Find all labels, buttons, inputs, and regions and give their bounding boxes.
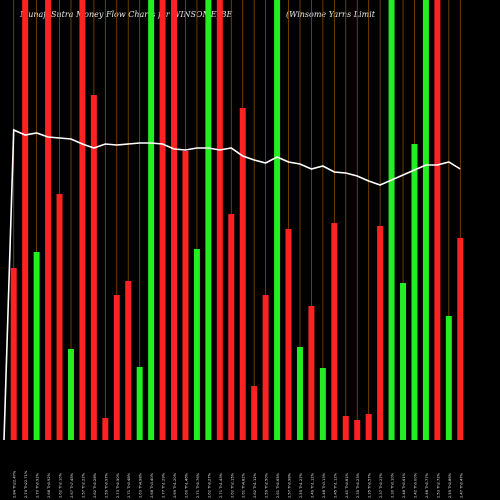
x-tick-label: 2.61 Th4.82% (242, 472, 246, 498)
money-flow-bar (354, 420, 361, 440)
money-flow-bar (205, 0, 212, 440)
money-flow-bar (228, 214, 235, 440)
money-flow-bar (400, 283, 407, 440)
x-tick-label: 2.55 Th1.27% (299, 472, 303, 498)
money-flow-bar (45, 0, 52, 440)
money-flow-bar (171, 0, 178, 440)
x-tick-label: 2.73 Th0.50% (116, 472, 120, 498)
x-tick-label: 2.59 Th2.50% (265, 472, 269, 498)
money-flow-bar (216, 0, 223, 440)
money-flow-bar (79, 0, 86, 440)
x-tick-label: 2.59 Th0.97% (104, 472, 108, 498)
x-tick-label: 2.71 Th0.76% (196, 472, 200, 498)
money-flow-bar (296, 347, 303, 440)
x-tick-label: 2.60 Th1.46% (184, 472, 188, 498)
money-flow-bar (422, 0, 429, 440)
money-flow-bar (308, 306, 315, 440)
x-tick-label: 2.46 Th3.13% (322, 472, 326, 498)
money-flow-bar (182, 151, 189, 440)
money-flow-bar (102, 418, 109, 440)
money-flow-bar (125, 281, 132, 440)
money-flow-bar (342, 416, 349, 440)
x-tick-label: 2.67 Th7.45% (70, 472, 74, 498)
money-flow-bar (90, 95, 97, 440)
money-flow-bar (319, 368, 326, 440)
money-flow-bar (136, 367, 143, 440)
x-tick-label: 2.35 Th0.23% (356, 472, 360, 498)
x-tick-label: 2.74 Th22.71% (24, 470, 28, 498)
x-tick-label: 2.49 Th1.12% (310, 472, 314, 498)
money-flow-bar (22, 0, 29, 440)
money-flow-bar (377, 226, 384, 440)
x-tick-label: 2.61 Th0.65% (276, 472, 280, 498)
x-tick-label: 2.70 Th0.92% (36, 472, 40, 498)
x-tick-label: 2.62 Th1.12% (253, 472, 257, 498)
x-tick-label: 2.84 Th22.47% (13, 470, 17, 498)
money-flow-bar (457, 238, 464, 440)
money-flow-bar (113, 295, 120, 440)
x-tick-label: 2.37 Th0.27% (379, 472, 383, 498)
money-flow-bar (411, 144, 418, 440)
x-tick-label: 2.47 Th0.47% (459, 472, 463, 498)
money-flow-bar (331, 223, 338, 440)
money-flow-bar (159, 0, 166, 440)
money-flow-bar (262, 295, 269, 440)
money-flow-bar (388, 0, 395, 440)
x-tick-label: 2.63 Th4.98% (139, 472, 143, 498)
x-tick-label: 2.40 Th0.81% (345, 472, 349, 498)
x-tick-label: 2.48 Th0.77% (425, 472, 429, 498)
x-tick-label: 2.62 Th2.15% (230, 472, 234, 498)
money-flow-bar (56, 194, 63, 440)
price-line (3, 128, 461, 441)
x-tick-label: 2.42 Th0.00% (413, 472, 417, 498)
money-flow-bar (67, 349, 74, 440)
x-tick-label: 2.62 Th2.10% (59, 472, 63, 498)
money-flow-bar (10, 268, 17, 440)
x-tick-label: 2.62 Th0.27% (207, 472, 211, 498)
money-flow-bar (445, 316, 452, 440)
x-tick-label: 2.45 Th1.12% (333, 472, 337, 498)
x-tick-label: 2.57 Th2.22% (81, 472, 85, 498)
money-flow-bar (148, 0, 155, 440)
x-tick-label: 2.62 Th0.28% (93, 472, 97, 498)
x-tick-label: 2.68 Th0.92% (47, 472, 51, 498)
money-flow-bar (274, 0, 281, 440)
x-tick-label: 2.53 Th2.72% (436, 472, 440, 498)
money-flow-bar (434, 0, 441, 440)
x-tick-label: 2.57 Th0.98% (288, 472, 292, 498)
money-flow-bar (193, 249, 200, 440)
chart-title: MunafaSutra Money Flow Charts for WINSOM… (20, 10, 233, 19)
x-tick-label: 2.69 Th1.20% (173, 472, 177, 498)
x-tick-label: 2.30 Th0.10% (391, 472, 395, 498)
chart-title-company: (Winsome Yarns Limit (286, 10, 375, 19)
x-tick-label: 2.55 Th0.86% (448, 472, 452, 498)
x-tick-label: 2.48 Th0.61% (402, 472, 406, 498)
money-flow-bar (251, 386, 258, 440)
x-tick-label: 2.71 Th1.43% (219, 472, 223, 498)
x-tick-label: 2.35 Th0.57% (368, 472, 372, 498)
x-tick-label: 2.68 Th3.40% (150, 472, 154, 498)
money-flow-bar (365, 414, 372, 440)
money-flow-bar (285, 229, 292, 440)
x-tick-label: 2.71 Th0.48% (127, 472, 131, 498)
money-flow-bar (33, 252, 40, 440)
money-flow-bar (239, 108, 246, 440)
x-tick-label: 2.77 Th1.29% (162, 472, 166, 498)
